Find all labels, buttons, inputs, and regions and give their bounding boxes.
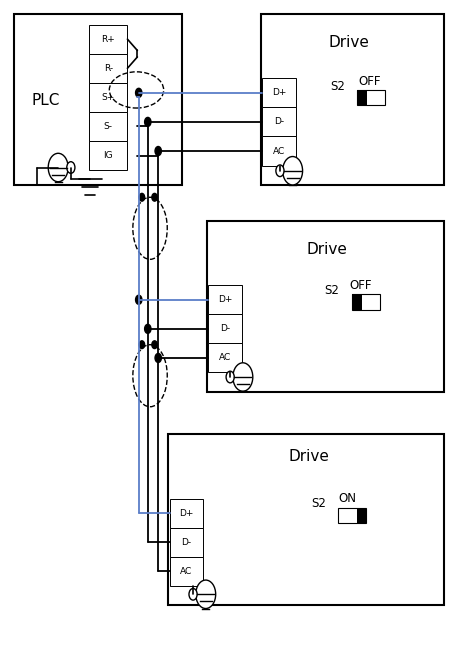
Text: S2: S2 [325, 284, 340, 297]
Circle shape [226, 371, 234, 383]
Circle shape [145, 117, 151, 126]
Bar [208, 285, 242, 314]
Circle shape [283, 157, 302, 185]
Circle shape [152, 193, 157, 201]
Bar [14, 14, 182, 185]
Text: AC: AC [273, 146, 286, 156]
Text: R-: R- [104, 64, 113, 73]
Circle shape [67, 162, 75, 173]
Text: D+: D+ [179, 509, 194, 518]
Bar [89, 54, 128, 83]
Bar [169, 557, 203, 586]
Circle shape [136, 88, 142, 97]
Circle shape [152, 341, 157, 349]
Text: OFF: OFF [358, 75, 381, 88]
Text: D-: D- [182, 538, 192, 547]
Text: ON: ON [338, 492, 356, 505]
Bar [262, 108, 296, 137]
Bar [352, 294, 380, 310]
Bar [208, 343, 242, 373]
Text: S2: S2 [311, 497, 326, 510]
Circle shape [233, 363, 253, 391]
Text: PLC: PLC [32, 93, 60, 108]
Text: Drive: Drive [306, 242, 347, 257]
Text: S-: S- [104, 122, 113, 131]
Bar [89, 25, 128, 54]
Circle shape [139, 341, 145, 349]
Text: S2: S2 [330, 80, 345, 93]
Text: D+: D+ [218, 295, 232, 305]
Bar [352, 294, 362, 310]
Circle shape [145, 324, 151, 333]
Circle shape [155, 146, 161, 156]
Text: AC: AC [180, 567, 192, 576]
Bar [208, 314, 242, 343]
Bar [89, 141, 128, 170]
Text: D-: D- [274, 117, 284, 126]
Bar [262, 137, 296, 166]
Bar [89, 112, 128, 141]
Circle shape [189, 588, 197, 600]
Bar [357, 90, 367, 106]
Text: D+: D+ [272, 88, 286, 97]
Circle shape [136, 295, 142, 305]
Bar [338, 507, 366, 523]
Text: OFF: OFF [349, 279, 372, 292]
Text: AC: AC [219, 353, 231, 362]
Bar [356, 507, 366, 523]
Circle shape [48, 154, 68, 181]
Text: Drive: Drive [329, 35, 370, 51]
Bar [89, 83, 128, 112]
Text: IG: IG [104, 151, 113, 160]
Circle shape [139, 193, 145, 201]
Text: R+: R+ [101, 34, 115, 43]
Bar [169, 527, 203, 557]
Text: Drive: Drive [288, 449, 329, 464]
Bar [168, 434, 444, 605]
Text: D-: D- [220, 325, 230, 333]
Bar [169, 498, 203, 527]
Text: S+: S+ [102, 93, 115, 102]
Bar [261, 14, 444, 185]
Circle shape [276, 165, 284, 176]
Bar [262, 78, 296, 108]
Bar [357, 90, 385, 106]
Circle shape [196, 580, 216, 608]
Bar [207, 220, 444, 392]
Circle shape [155, 353, 161, 362]
